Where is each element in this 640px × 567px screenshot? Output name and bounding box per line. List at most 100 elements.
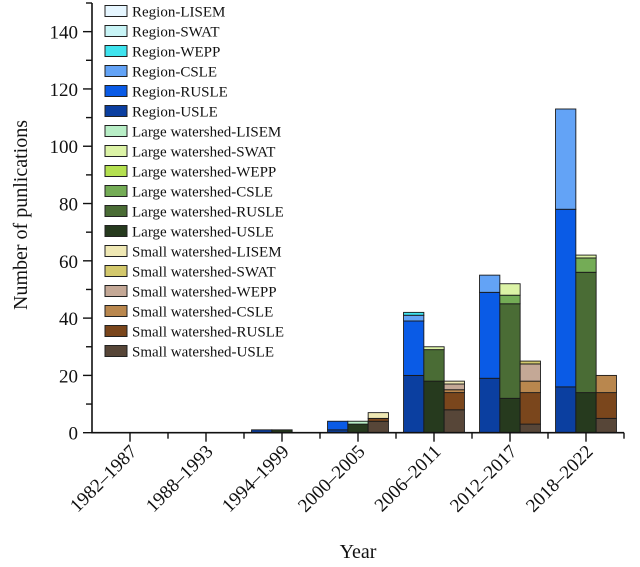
bar-segment-small-watershed-wepp-2006-2011 — [443, 383, 465, 391]
y-axis-title: Number of punlications — [10, 120, 32, 310]
bar-segment-large-watershed-rusle-2012-2017 — [499, 303, 521, 399]
bar-segment-small-watershed-wepp-2012-2017 — [519, 363, 541, 382]
bar-segment-small-watershed-usle-2000-2005 — [367, 420, 389, 434]
bars-layer — [251, 108, 617, 434]
bar-segment-small-watershed-csle-2018-2022 — [595, 374, 617, 394]
legend-swatch — [104, 285, 128, 297]
y-tick-label: 80 — [59, 195, 78, 216]
bar-segment-large-watershed-swat-2006-2011 — [423, 346, 445, 351]
bar-segment-small-watershed-usle-2012-2017 — [519, 423, 541, 434]
legend-swatch — [104, 105, 128, 117]
x-tick-label: 2018–2022 — [522, 441, 597, 516]
legend-label: Large watershed-WEPP — [132, 165, 276, 181]
x-axis-title: Year — [340, 541, 377, 563]
bar-segment-large-watershed-usle-2012-2017 — [499, 397, 521, 434]
bar-segment-region-csle-2012-2017 — [479, 274, 501, 293]
y-tick-label: 140 — [50, 23, 79, 44]
legend-item-region-usle: Region-USLE — [104, 105, 218, 121]
bar-segment-region-csle-2018-2022 — [555, 108, 577, 210]
bar-segment-small-watershed-usle-2018-2022 — [595, 417, 617, 434]
legend-label: Large watershed-USLE — [132, 225, 274, 241]
legend-swatch — [104, 65, 128, 77]
legend-label: Large watershed-SWAT — [132, 145, 275, 161]
bar-segment-small-watershed-swat-2012-2017 — [519, 360, 541, 365]
legend-swatch — [104, 5, 128, 17]
bar-segment-large-watershed-usle-2006-2011 — [423, 380, 445, 434]
bar-segment-small-watershed-rusle-2018-2022 — [595, 392, 617, 419]
legend-swatch — [104, 265, 128, 277]
y-tick-label: 100 — [50, 137, 79, 158]
legend-item-small-watershed-swat: Small watershed-SWAT — [104, 265, 276, 281]
legend-label: Region-USLE — [132, 105, 218, 121]
y-ticks: 0 20 40 60 80 100 120 140 — [50, 2, 92, 445]
legend-item-small-watershed-usle: Small watershed-USLE — [104, 345, 274, 361]
x-tick-label: 2012–2017 — [446, 441, 521, 516]
bar-segment-region-usle-2018-2022 — [555, 386, 577, 434]
y-tick-label: 20 — [59, 366, 78, 387]
bar-segment-region-rusle-2000-2005 — [327, 420, 349, 431]
bar-segment-region-csle-2006-2011 — [403, 314, 425, 322]
legend-label: Small watershed-CSLE — [132, 305, 273, 321]
x-tick-label: 1994–1999 — [218, 441, 293, 516]
legend-label: Region-RUSLE — [132, 85, 228, 101]
bar-segment-region-wepp-2006-2011 — [403, 311, 425, 316]
bar-segment-region-usle-2006-2011 — [403, 374, 425, 434]
x-tick-label: 2006–2011 — [371, 441, 446, 516]
legend-label: Small watershed-WEPP — [132, 285, 277, 301]
legend-label: Small watershed-LISEM — [132, 245, 282, 261]
legend-item-small-watershed-rusle: Small watershed-RUSLE — [104, 325, 284, 341]
legend-swatch — [104, 205, 128, 217]
x-tick-label: 2000–2005 — [294, 441, 369, 516]
y-tick-label: 60 — [59, 252, 78, 273]
legend-label: Small watershed-USLE — [132, 345, 274, 361]
bar-segment-small-watershed-usle-2006-2011 — [443, 409, 465, 434]
bar-segment-small-watershed-lisem-2006-2011 — [443, 380, 465, 385]
bar-segment-large-watershed-csle-2018-2022 — [575, 257, 597, 273]
legend-swatch — [104, 125, 128, 137]
legend: Region-LISEM Region-SWAT Region-WEPP Region… — [104, 5, 284, 361]
bar-segment-small-watershed-lisem-2000-2005 — [367, 412, 389, 419]
legend-swatch — [104, 145, 128, 157]
bar-segment-region-rusle-2018-2022 — [555, 208, 577, 388]
legend-swatch — [104, 85, 128, 97]
bar-segment-large-watershed-usle-2018-2022 — [575, 392, 597, 434]
bar-segment-large-watershed-rusle-2006-2011 — [423, 349, 445, 382]
legend-item-region-rusle: Region-RUSLE — [104, 85, 228, 101]
legend-swatch — [104, 45, 128, 57]
bar-segment-small-watershed-rusle-2006-2011 — [443, 392, 465, 411]
legend-swatch — [104, 305, 128, 317]
legend-item-small-watershed-csle: Small watershed-CSLE — [104, 305, 273, 321]
legend-item-small-watershed-lisem: Small watershed-LISEM — [104, 245, 282, 261]
legend-label: Region-SWAT — [132, 25, 220, 41]
legend-label: Large watershed-CSLE — [132, 185, 273, 201]
bar-segment-large-watershed-swat-2018-2022 — [575, 254, 597, 259]
legend-label: Large watershed-LISEM — [132, 125, 281, 141]
legend-item-large-watershed-csle: Large watershed-CSLE — [104, 185, 273, 201]
bar-segment-small-watershed-rusle-2012-2017 — [519, 392, 541, 425]
legend-item-region-lisem: Region-LISEM — [104, 5, 225, 21]
legend-label: Large watershed-RUSLE — [132, 205, 284, 221]
bar-segment-large-watershed-csle-2012-2017 — [499, 294, 521, 305]
legend-item-large-watershed-rusle: Large watershed-RUSLE — [104, 205, 284, 221]
bar-segment-region-usle-2012-2017 — [479, 377, 501, 434]
legend-swatch — [104, 165, 128, 177]
y-tick-label: 40 — [59, 309, 78, 330]
legend-item-region-swat: Region-SWAT — [104, 25, 220, 41]
legend-label: Small watershed-RUSLE — [132, 325, 284, 341]
bar-segment-region-rusle-2006-2011 — [403, 320, 425, 376]
legend-label: Region-LISEM — [132, 5, 225, 21]
legend-swatch — [104, 225, 128, 237]
bar-segment-large-watershed-lisem-2000-2005 — [347, 420, 369, 425]
legend-item-large-watershed-usle: Large watershed-USLE — [104, 225, 274, 241]
legend-swatch — [104, 325, 128, 337]
legend-item-large-watershed-wepp: Large watershed-WEPP — [104, 165, 276, 181]
bar-segment-small-watershed-csle-2012-2017 — [519, 380, 541, 394]
bar-segment-large-watershed-rusle-2018-2022 — [575, 271, 597, 394]
bar-segment-large-watershed-usle-2000-2005 — [347, 423, 369, 434]
legend-item-region-csle: Region-CSLE — [104, 65, 217, 81]
y-tick-label: 120 — [50, 80, 79, 101]
x-tick-label: 1988–1993 — [142, 441, 217, 516]
legend-label: Region-WEPP — [132, 45, 220, 61]
legend-item-region-wepp: Region-WEPP — [104, 45, 220, 61]
